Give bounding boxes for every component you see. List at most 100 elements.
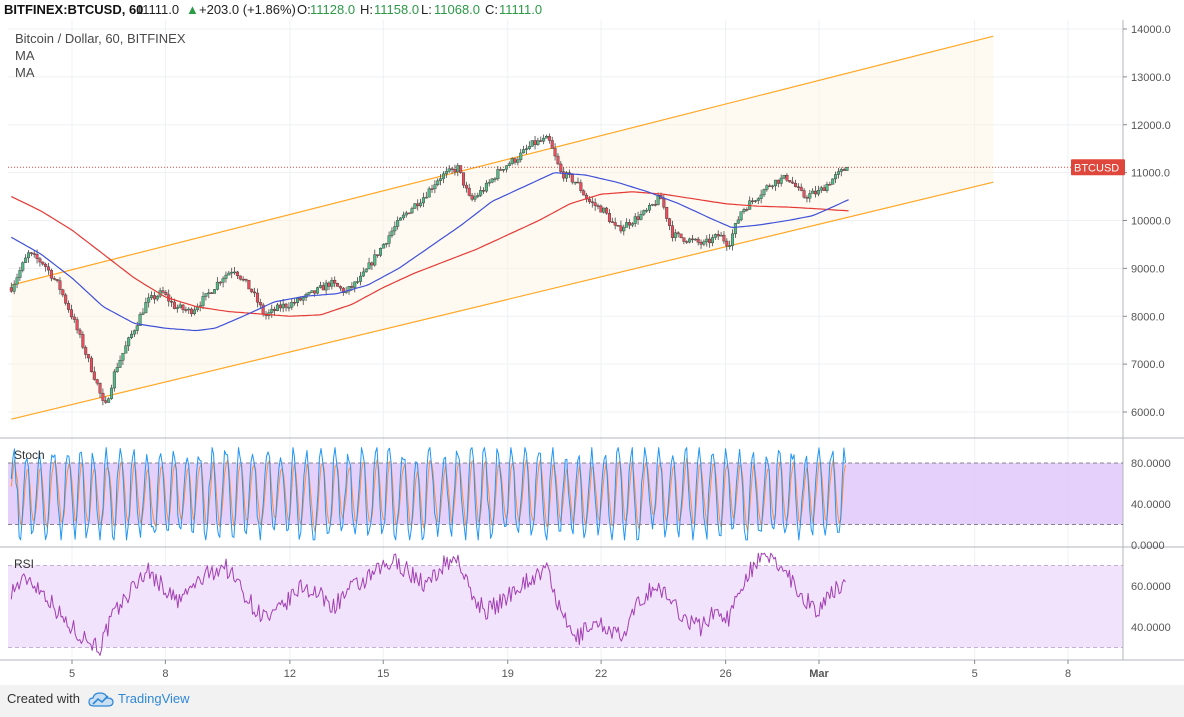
- candle-body: [26, 252, 30, 259]
- candle-body: [121, 352, 125, 361]
- candle-body: [536, 140, 540, 145]
- candle-body: [327, 282, 331, 287]
- candle-body: [89, 357, 93, 373]
- candle-body: [473, 196, 477, 200]
- candle-body: [816, 189, 820, 195]
- candle-body: [361, 271, 365, 277]
- candle-body: [21, 262, 25, 271]
- candle-body: [436, 180, 440, 185]
- candle-body: [95, 379, 99, 384]
- candle-body: [221, 278, 225, 283]
- candle-body: [736, 219, 740, 224]
- candle-body: [450, 168, 454, 170]
- candle-body: [293, 301, 297, 304]
- candle-body: [633, 216, 637, 224]
- candle-body: [542, 137, 546, 142]
- candle-body: [470, 195, 474, 200]
- candle-body: [699, 242, 703, 245]
- candle-body: [565, 172, 569, 179]
- candle-body: [235, 271, 239, 277]
- price-tag-label: BTCUSD: [1074, 162, 1119, 174]
- candle-body: [739, 211, 743, 221]
- candle-body: [296, 298, 300, 303]
- candle-body: [688, 238, 692, 243]
- candle-body: [338, 286, 342, 289]
- symbol-label[interactable]: BITFINEX:BTCUSD, 60: [4, 2, 144, 17]
- candle-body: [433, 184, 437, 190]
- candle-body: [733, 223, 737, 235]
- candle-body: [811, 190, 815, 194]
- candle-body: [756, 198, 760, 201]
- candle-body: [814, 190, 818, 195]
- candle-body: [482, 190, 486, 192]
- candle-body: [693, 238, 697, 241]
- price-tick-label: 8000.0: [1131, 311, 1165, 323]
- candle-body: [682, 237, 686, 242]
- time-tick-label: 8: [1065, 668, 1071, 680]
- candle-body: [696, 238, 700, 243]
- candle-body: [107, 398, 111, 403]
- candle-body: [44, 263, 48, 267]
- candle-body: [576, 181, 580, 184]
- candle-body: [513, 158, 517, 163]
- candle-body: [642, 210, 646, 215]
- candle-body: [218, 281, 222, 284]
- candle-body: [825, 184, 829, 191]
- candle-body: [190, 308, 194, 315]
- open-label: O:: [297, 2, 311, 17]
- candle-body: [47, 266, 51, 271]
- candle-body: [573, 181, 577, 184]
- candle-body: [258, 302, 262, 306]
- candle-body: [379, 248, 383, 256]
- candle-body: [716, 234, 720, 237]
- stoch-tick-label: 0.0000: [1131, 540, 1165, 552]
- candle-body: [213, 289, 217, 294]
- candle-body: [530, 140, 534, 147]
- candle-body: [645, 209, 649, 212]
- candle-body: [32, 253, 36, 255]
- candle-body: [333, 279, 337, 284]
- candle-body: [72, 316, 76, 320]
- candle-body: [78, 329, 82, 335]
- candle-body: [819, 187, 823, 191]
- stoch-d-line: [10, 457, 846, 532]
- rsi-tick-label: 60.0000: [1131, 581, 1171, 593]
- candle-body: [147, 297, 151, 303]
- candle-body: [118, 360, 122, 368]
- candle-body: [336, 283, 340, 287]
- candle-body: [605, 207, 609, 214]
- candle-body: [15, 277, 19, 285]
- candle-body: [679, 233, 683, 238]
- candle-body: [527, 146, 531, 149]
- candle-body: [496, 169, 500, 180]
- candle-body: [170, 301, 174, 303]
- chart-canvas[interactable]: Stoch RSI 14000.0 13000.0 12000.0 11000.0 1000…: [0, 0, 1184, 685]
- candle-body: [290, 301, 294, 308]
- tradingview-cloud-icon[interactable]: [88, 692, 114, 708]
- candle-body: [822, 187, 826, 191]
- candle-body: [444, 171, 448, 175]
- tradingview-link[interactable]: TradingView: [118, 691, 190, 706]
- candle-body: [253, 291, 257, 294]
- rsi-line: [10, 552, 846, 656]
- candle-body: [124, 345, 128, 354]
- candle-body: [785, 175, 789, 181]
- price-tick-label: 9000.0: [1131, 263, 1165, 275]
- candle-body: [109, 387, 113, 399]
- candle-body: [725, 240, 729, 247]
- ma-slow-legend[interactable]: MA: [15, 65, 35, 80]
- candle-body: [281, 303, 285, 309]
- candle-body: [127, 337, 131, 347]
- candle-body: [419, 202, 423, 207]
- candle-body: [788, 180, 792, 183]
- candle-body: [653, 204, 657, 206]
- candle-body: [52, 278, 56, 280]
- candle-body: [490, 178, 494, 183]
- candle-body: [524, 148, 528, 150]
- candle-body: [636, 216, 640, 220]
- ma-fast-legend[interactable]: MA: [15, 48, 35, 63]
- candle-body: [384, 243, 388, 245]
- channel-lower-line: [11, 181, 994, 420]
- candle-body: [270, 308, 274, 313]
- candle-body: [831, 178, 835, 185]
